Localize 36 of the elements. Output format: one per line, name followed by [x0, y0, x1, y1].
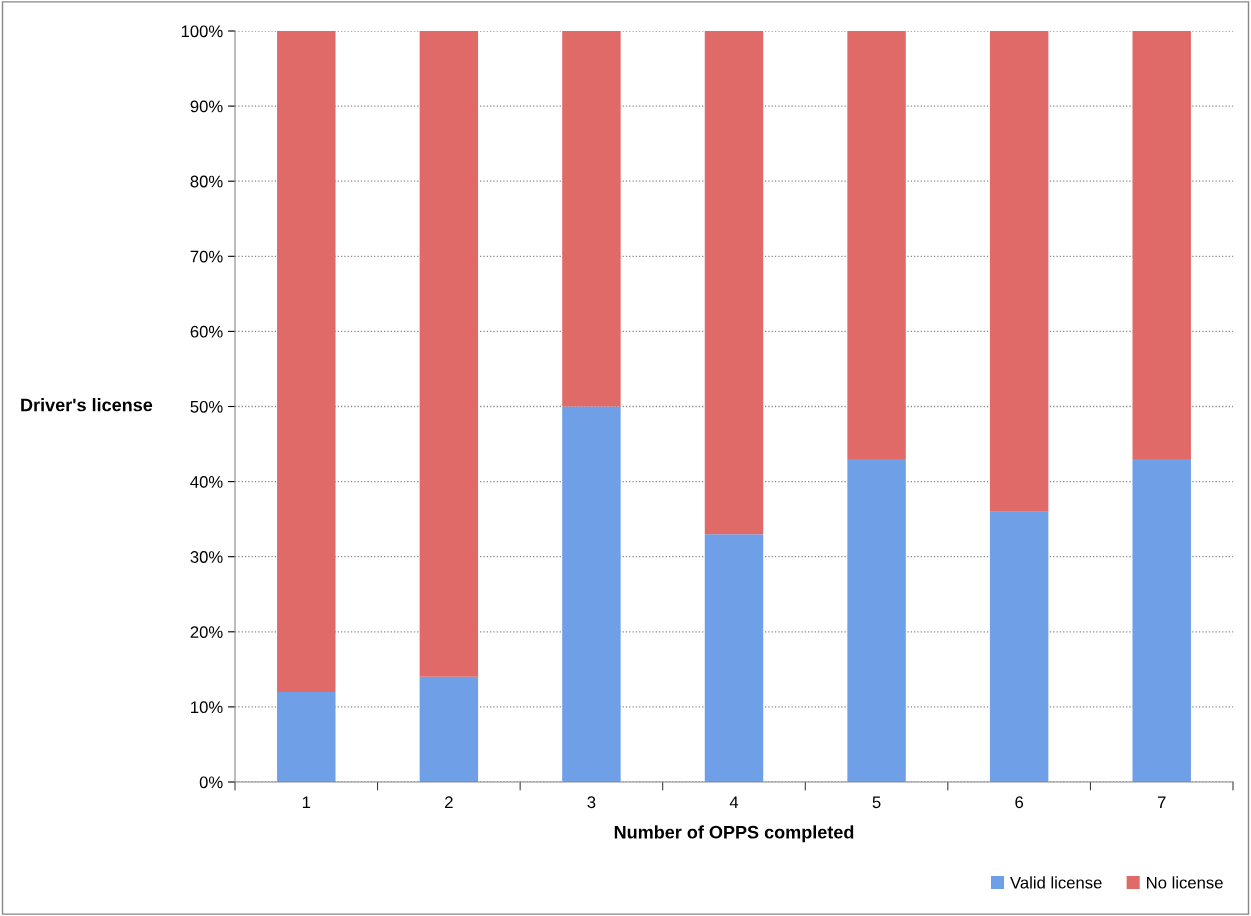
y-tick-label: 90% [190, 100, 223, 113]
y-tick-label: 30% [190, 551, 223, 563]
x-tick-label: 1 [302, 796, 311, 808]
bar [1132, 31, 1191, 460]
legend-label: No license [1147, 876, 1223, 889]
x-tick-label: 7 [1157, 796, 1166, 808]
x-tick-label: 2 [445, 796, 453, 808]
y-tick-label: 80% [190, 175, 223, 188]
x-tick-label: 4 [729, 796, 739, 808]
bar [562, 406, 621, 782]
y-tick-label: 60% [190, 325, 223, 338]
bar [562, 31, 621, 407]
bar [989, 511, 1049, 782]
y-tick-label: 50% [190, 400, 223, 413]
y-tick-label: 40% [190, 476, 223, 488]
y-axis-title: Driver's license [21, 398, 153, 412]
bar [419, 31, 479, 677]
x-tick-label: 6 [1015, 796, 1024, 809]
bar [1132, 459, 1191, 782]
bar [704, 534, 764, 782]
bar [277, 31, 336, 692]
x-tick-label: 5 [872, 796, 881, 809]
x-axis-title: Number of OPPS completed [614, 825, 854, 843]
y-tick-label: 20% [190, 626, 223, 638]
legend-label: Valid license [1010, 876, 1102, 889]
y-tick-label: 70% [190, 250, 223, 263]
y-tick-label: 100% [181, 25, 223, 38]
y-tick-label: 0% [199, 776, 223, 789]
y-tick-label: 10% [191, 701, 223, 714]
bar [847, 459, 906, 782]
x-tick-label: 3 [587, 796, 596, 809]
bar [847, 31, 906, 460]
bar [419, 676, 479, 782]
bar [277, 691, 336, 782]
bar [704, 31, 764, 535]
bar [989, 31, 1049, 512]
